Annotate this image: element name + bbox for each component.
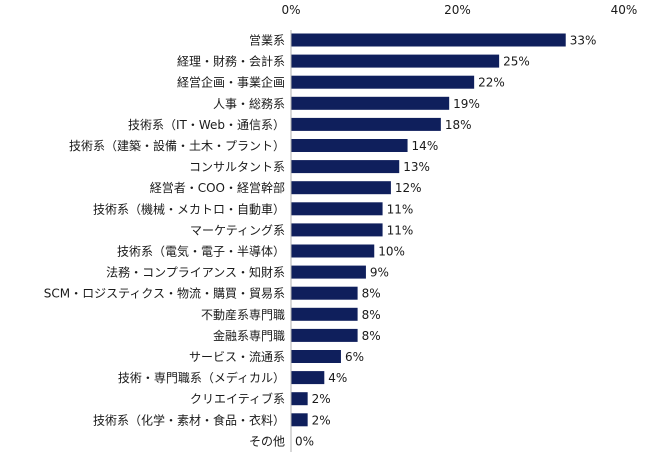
value-label: 4% (328, 371, 347, 385)
category-label: 経営者・COO・経営幹部 (150, 180, 285, 195)
category-label: 法務・コンプライアンス・知財系 (106, 265, 285, 280)
category-label: サービス・流通系 (189, 350, 285, 364)
category-label: 金融系専門職 (213, 328, 285, 343)
bar (291, 202, 383, 216)
bar (291, 33, 566, 47)
bar (291, 350, 341, 363)
bar (291, 286, 358, 300)
category-label: 技術系（電気・電子・半導体） (117, 244, 285, 259)
value-label: 33% (570, 34, 597, 48)
value-label: 18% (445, 118, 472, 132)
x-axis-ticks: 0% 20% 40% (281, 3, 637, 17)
bar (291, 181, 391, 195)
category-label: 技術系（機械・メカトロ・自動車） (93, 201, 285, 216)
bar (291, 160, 400, 174)
bar (291, 265, 366, 279)
value-label: 13% (403, 160, 430, 174)
category-label: 技術系（IT・Web・通信系） (128, 118, 285, 132)
value-label: 8% (362, 329, 381, 343)
x-tick-label: 0% (281, 3, 300, 17)
bar (291, 75, 475, 89)
value-label: 2% (312, 413, 331, 427)
value-label: 25% (503, 55, 530, 69)
value-label: 8% (362, 287, 381, 301)
value-label: 22% (478, 76, 505, 90)
value-label: 10% (378, 245, 405, 259)
category-label: 経営企画・事業企画 (177, 75, 285, 90)
category-label: その他 (249, 434, 285, 448)
category-labels: 営業系経理・財務・会計系経営企画・事業企画人事・総務系技術系（IT・Web・通信… (44, 34, 285, 449)
category-label: マーケティング系 (190, 223, 285, 237)
bar (291, 54, 500, 68)
bars (291, 33, 566, 427)
category-label: 経理・財務・会計系 (177, 54, 285, 69)
value-label: 6% (345, 350, 364, 364)
bar (291, 139, 408, 152)
category-label: 不動産系専門職 (201, 307, 285, 322)
bar (291, 413, 308, 427)
value-label: 19% (453, 97, 480, 111)
category-label: クリエイティブ系 (190, 391, 285, 406)
value-label: 2% (312, 392, 331, 406)
value-label: 0% (295, 434, 314, 448)
value-label: 11% (387, 223, 414, 237)
category-label: コンサルタント系 (189, 160, 285, 174)
bar (291, 371, 325, 385)
category-label: 技術・専門職系（メディカル） (118, 370, 285, 385)
value-labels: 33% 25% 22% 19% 18% 14% 13% 12% 11% 11% 10% 9% 8% 8% 8… (295, 34, 596, 449)
bar (291, 96, 450, 110)
x-tick-label: 20% (444, 3, 471, 17)
bar (291, 307, 358, 321)
category-label: 営業系 (249, 34, 285, 48)
category-label: 技術系（建築・設備・土木・プラント） (69, 138, 285, 153)
value-label: 11% (387, 202, 414, 216)
category-label: 技術系（化学・素材・食品・衣料） (93, 412, 285, 427)
bar (291, 328, 358, 342)
value-label: 9% (370, 266, 389, 280)
bar (291, 117, 441, 131)
value-label: 12% (395, 181, 422, 195)
bar (291, 392, 308, 406)
value-label: 14% (412, 139, 439, 153)
bar (291, 223, 383, 237)
bar (291, 244, 375, 258)
category-label: SCM・ロジスティクス・物流・購買・貿易系 (44, 287, 285, 301)
category-label: 人事・総務系 (213, 97, 285, 111)
value-label: 8% (362, 308, 381, 322)
x-tick-label: 40% (611, 3, 638, 17)
